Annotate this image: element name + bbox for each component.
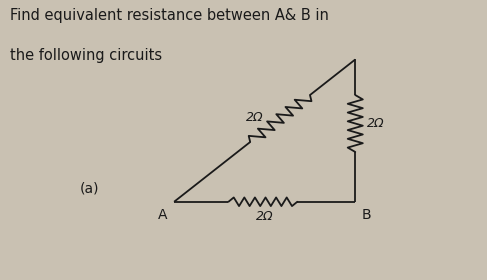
Text: 2Ω: 2Ω — [367, 117, 385, 130]
Text: (a): (a) — [80, 182, 99, 196]
Text: A: A — [158, 208, 168, 222]
Text: 2Ω: 2Ω — [246, 111, 263, 123]
Text: Find equivalent resistance between A& B in: Find equivalent resistance between A& B … — [10, 8, 329, 24]
Text: B: B — [362, 208, 372, 222]
Text: the following circuits: the following circuits — [10, 48, 162, 63]
Text: 2Ω: 2Ω — [256, 210, 273, 223]
